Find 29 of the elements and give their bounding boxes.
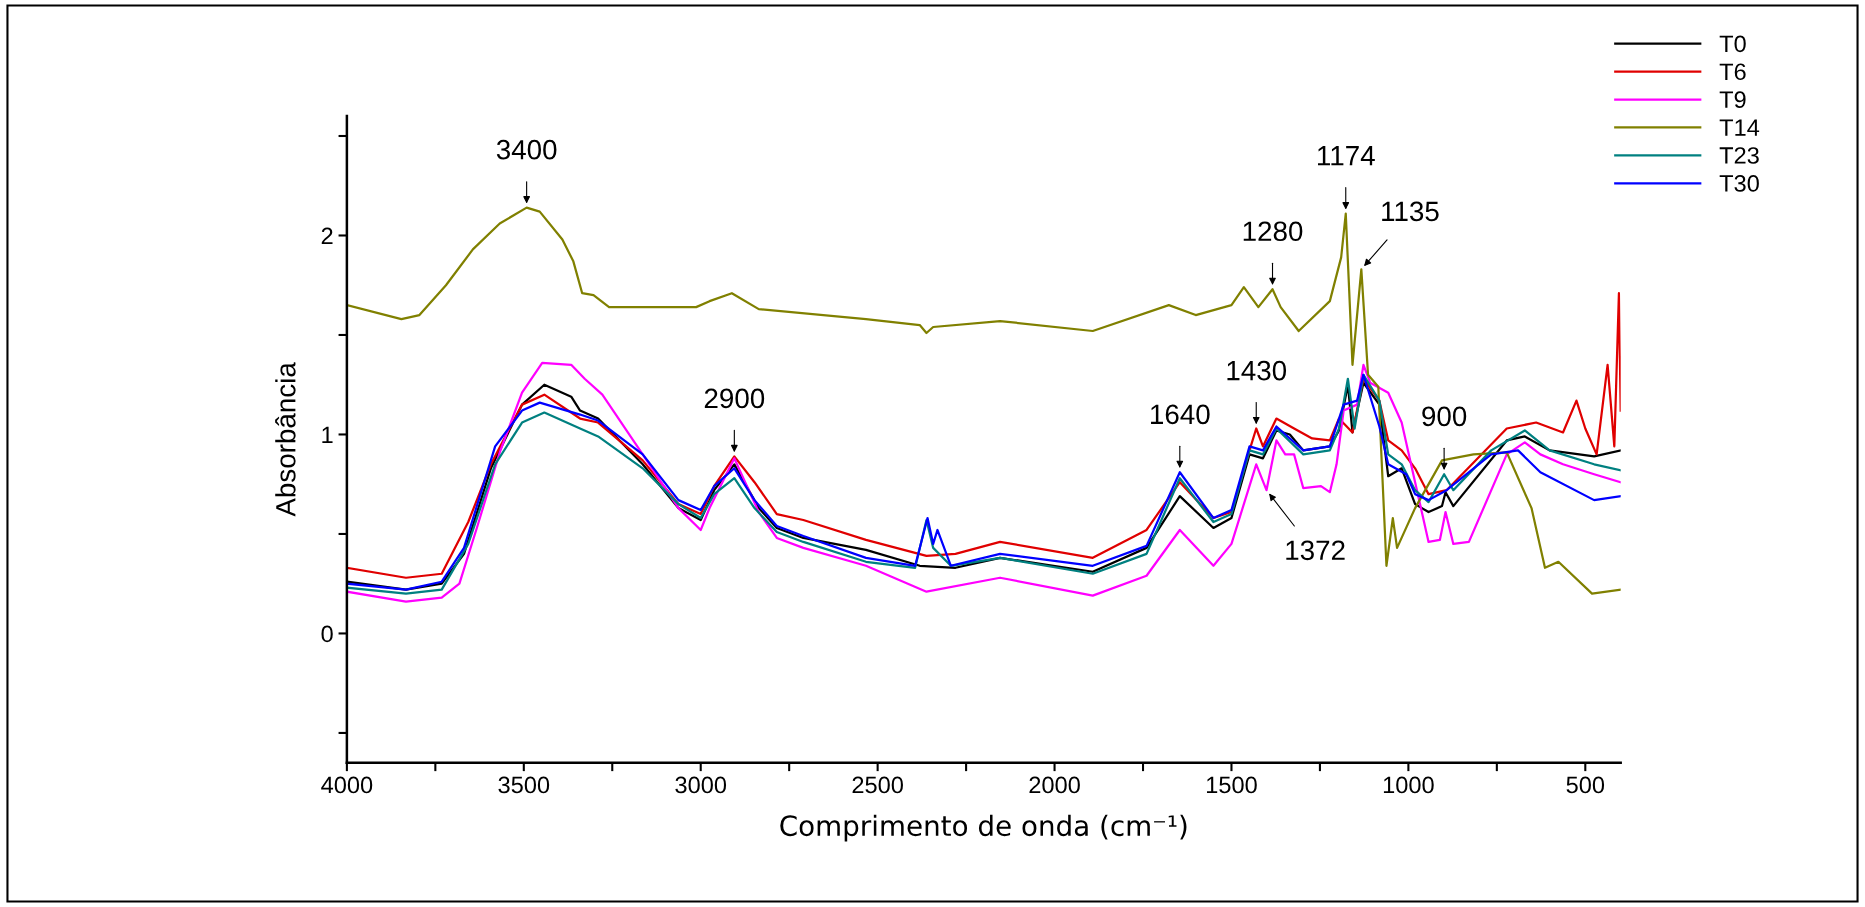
annotation: 1430 bbox=[1227, 360, 1287, 381]
y-tick-label: 0 bbox=[321, 625, 333, 643]
x-tick-label: 2000 bbox=[1029, 776, 1080, 794]
annotation: 900 bbox=[1422, 406, 1467, 427]
line-series bbox=[346, 292, 1621, 579]
legend-label: T23 bbox=[1719, 147, 1759, 164]
y-tick-label: 1 bbox=[322, 426, 333, 444]
annotation: 1640 bbox=[1151, 404, 1210, 425]
x-tick-label: 500 bbox=[1566, 776, 1605, 794]
x-axis-title: Comprimento de onda (cm⁻¹) bbox=[780, 814, 1187, 842]
annotation: 1135 bbox=[1382, 201, 1439, 222]
x-tick-label: 2500 bbox=[852, 776, 903, 794]
annotation: 1280 bbox=[1243, 221, 1303, 242]
legend-label: T30 bbox=[1719, 175, 1759, 192]
y-tick-label: 2 bbox=[321, 227, 333, 245]
y-axis-title: Absorbância bbox=[275, 362, 296, 517]
legend-label: T14 bbox=[1719, 119, 1760, 136]
x-tick-label: 3000 bbox=[675, 776, 727, 794]
annotation: 1174 bbox=[1318, 146, 1375, 166]
annotation: 2900 bbox=[704, 388, 765, 409]
x-tick-label: 4000 bbox=[321, 776, 373, 794]
legend-label: T6 bbox=[1719, 63, 1746, 81]
annotation: 3400 bbox=[496, 139, 557, 160]
x-tick-label: 1000 bbox=[1383, 776, 1434, 794]
x-tick-label: 1500 bbox=[1207, 776, 1257, 794]
legend-label: T9 bbox=[1719, 91, 1746, 109]
legend-label: T0 bbox=[1719, 35, 1746, 53]
annotation: 1372 bbox=[1286, 540, 1345, 561]
x-tick-label: 3500 bbox=[498, 776, 550, 794]
